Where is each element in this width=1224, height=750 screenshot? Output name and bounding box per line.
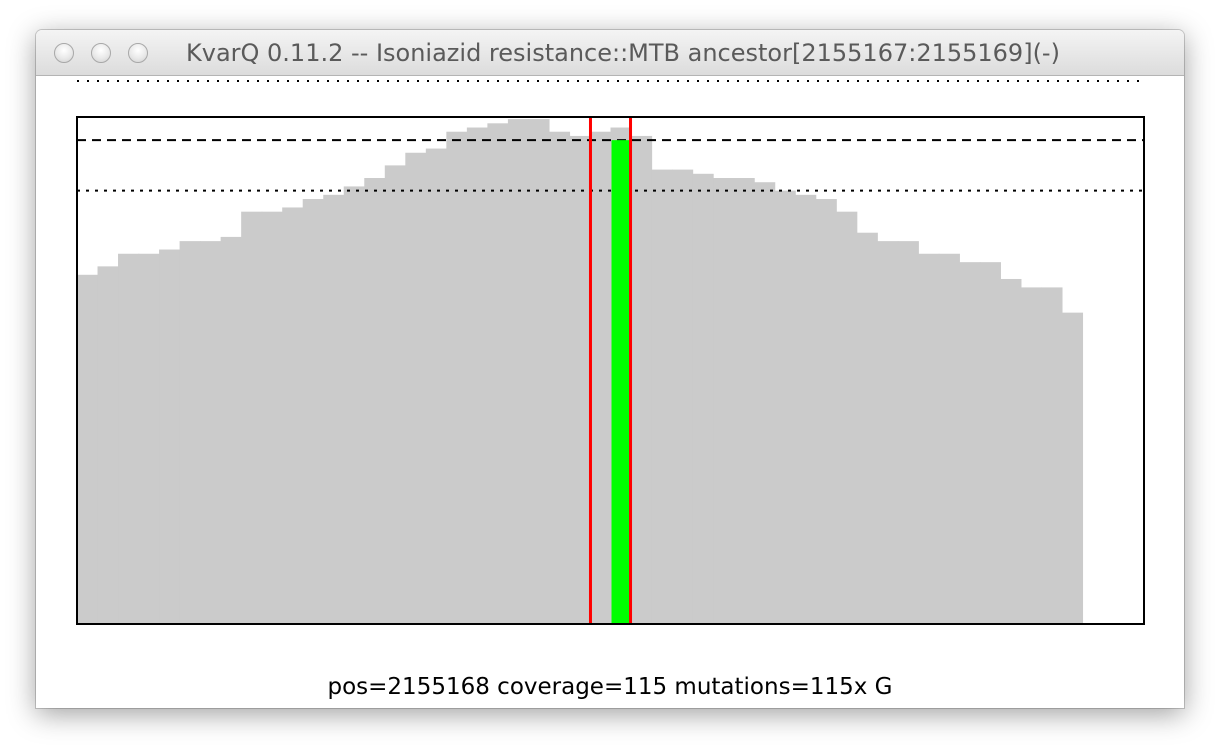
coverage-bar: [446, 131, 468, 624]
mutation-bar: [611, 140, 631, 624]
coverage-bar: [979, 262, 1001, 624]
coverage-bar: [159, 249, 181, 624]
coverage-bar: [323, 194, 345, 624]
coverage-bar: [487, 123, 509, 624]
coverage-bar: [118, 253, 140, 624]
coverage-bar: [795, 194, 817, 624]
window-title: KvarQ 0.11.2 -- Isoniazid resistance::MT…: [186, 39, 1060, 67]
coverage-bar: [425, 148, 447, 624]
title-bar[interactable]: KvarQ 0.11.2 -- Isoniazid resistance::MT…: [36, 30, 1184, 76]
coverage-bars: [77, 119, 1084, 625]
reference-lines: [77, 139, 1144, 192]
coverage-bar: [220, 236, 242, 625]
coverage-bar: [507, 119, 530, 624]
coverage-bar: [631, 135, 653, 625]
coverage-view[interactable]: pos=2155168 coverage=115 mutations=115x …: [36, 76, 1184, 708]
minimize-button[interactable]: [91, 43, 111, 63]
region-markers: [588, 117, 633, 624]
coverage-bar: [692, 173, 714, 624]
coverage-bar: [97, 266, 119, 624]
coverage-bar: [672, 169, 694, 624]
coverage-bar: [1061, 312, 1084, 624]
coverage-bar: [713, 178, 735, 624]
coverage-plot[interactable]: [36, 76, 1184, 708]
coverage-bar: [774, 190, 796, 624]
coverage-bar: [918, 253, 940, 624]
coverage-bar: [384, 165, 406, 624]
coverage-bar: [466, 127, 488, 624]
coverage-bar: [856, 232, 878, 625]
zoom-button[interactable]: [128, 43, 148, 63]
coverage-bar: [1020, 287, 1043, 624]
coverage-bar: [261, 211, 283, 625]
kvarq-window: KvarQ 0.11.2 -- Isoniazid resistance::MT…: [36, 30, 1184, 708]
coverage-bar: [959, 262, 981, 624]
coverage-bar: [897, 241, 919, 624]
coverage-bar: [651, 169, 673, 624]
coverage-bar: [589, 131, 612, 624]
coverage-bar: [77, 274, 99, 624]
coverage-bar: [528, 119, 550, 624]
coverage-bar: [548, 131, 571, 624]
coverage-bar: [282, 207, 304, 625]
coverage-bar: [364, 178, 386, 624]
coverage-bar: [200, 241, 222, 624]
coverage-bar: [405, 152, 427, 624]
coverage-bar: [733, 178, 755, 624]
coverage-bar: [241, 211, 263, 625]
plot-frame: [76, 116, 1145, 625]
coverage-bar: [569, 135, 591, 625]
coverage-bar: [1000, 278, 1022, 624]
coverage-bar: [179, 241, 201, 624]
coverage-bar: [343, 186, 365, 625]
coverage-bar: [836, 211, 858, 625]
coverage-bar: [877, 241, 899, 624]
close-button[interactable]: [54, 43, 74, 63]
status-text: pos=2155168 coverage=115 mutations=115x …: [327, 674, 893, 700]
coverage-bar: [138, 253, 160, 624]
coverage-bar: [754, 182, 776, 624]
coverage-bar: [302, 199, 324, 624]
coverage-bar: [1041, 287, 1063, 624]
coverage-bar: [938, 253, 960, 624]
coverage-bar: [815, 199, 837, 624]
